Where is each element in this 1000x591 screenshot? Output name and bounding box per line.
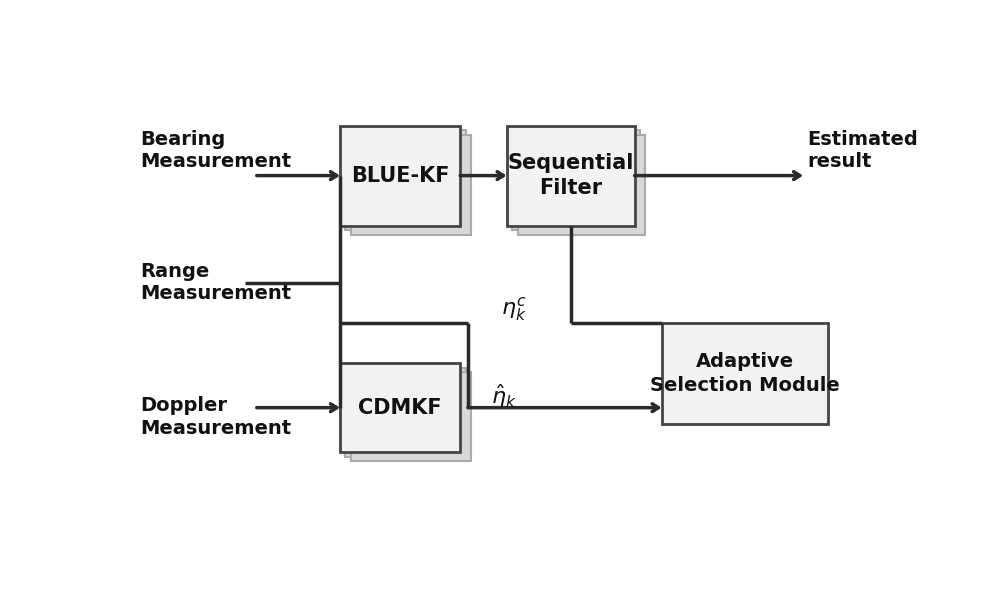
- Bar: [507, 125, 635, 226]
- Text: $\hat{\eta}_k$: $\hat{\eta}_k$: [491, 382, 517, 410]
- Bar: [345, 130, 466, 230]
- Bar: [662, 323, 828, 424]
- Text: CDMKF: CDMKF: [358, 398, 442, 418]
- Bar: [345, 368, 466, 457]
- Text: Bearing
Measurement: Bearing Measurement: [140, 129, 292, 171]
- Bar: [340, 125, 460, 226]
- Bar: [518, 135, 645, 235]
- Text: Adaptive
Selection Module: Adaptive Selection Module: [650, 352, 840, 395]
- Text: Range
Measurement: Range Measurement: [140, 262, 292, 303]
- Text: BLUE-KF: BLUE-KF: [351, 165, 449, 186]
- Text: Sequential
Filter: Sequential Filter: [507, 153, 634, 199]
- Text: $\eta_k^c$: $\eta_k^c$: [501, 296, 526, 323]
- Text: Estimated
result: Estimated result: [807, 129, 918, 171]
- Bar: [512, 130, 640, 230]
- Text: Doppler
Measurement: Doppler Measurement: [140, 396, 292, 438]
- Bar: [351, 135, 471, 235]
- Bar: [340, 363, 460, 452]
- Bar: [351, 372, 471, 461]
